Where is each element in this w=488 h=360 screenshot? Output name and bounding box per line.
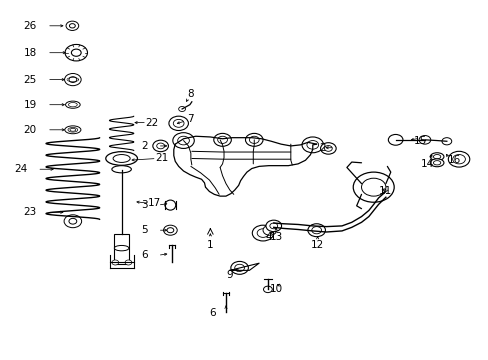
Text: 8: 8	[187, 89, 194, 99]
Circle shape	[173, 120, 183, 127]
Text: 15: 15	[412, 136, 426, 145]
Text: 25: 25	[23, 75, 37, 85]
Circle shape	[230, 261, 248, 274]
Circle shape	[387, 134, 402, 145]
Ellipse shape	[105, 152, 137, 165]
Circle shape	[245, 134, 263, 146]
Ellipse shape	[114, 246, 129, 251]
Circle shape	[178, 107, 185, 112]
Circle shape	[263, 225, 276, 235]
Text: 11: 11	[379, 186, 392, 196]
Circle shape	[125, 260, 132, 265]
Text: 12: 12	[310, 239, 324, 249]
Circle shape	[172, 133, 194, 148]
Text: 19: 19	[23, 100, 37, 110]
Ellipse shape	[429, 153, 443, 161]
Circle shape	[452, 154, 465, 164]
Text: 6: 6	[209, 308, 216, 318]
Circle shape	[441, 138, 451, 145]
Circle shape	[168, 116, 188, 131]
Circle shape	[265, 220, 281, 231]
Circle shape	[418, 135, 430, 144]
Ellipse shape	[432, 161, 440, 165]
Ellipse shape	[112, 166, 131, 173]
Text: 2: 2	[141, 141, 147, 151]
Circle shape	[263, 286, 272, 293]
Text: 1: 1	[206, 239, 213, 249]
Ellipse shape	[65, 126, 81, 134]
Circle shape	[361, 178, 385, 196]
Text: 26: 26	[23, 21, 37, 31]
Text: 13: 13	[269, 232, 282, 242]
Ellipse shape	[68, 127, 78, 132]
Text: 9: 9	[226, 270, 233, 280]
Text: 2: 2	[319, 143, 325, 153]
Circle shape	[307, 224, 325, 237]
Circle shape	[177, 136, 189, 145]
Circle shape	[234, 264, 244, 271]
Circle shape	[302, 137, 323, 153]
Circle shape	[153, 140, 168, 152]
Ellipse shape	[68, 103, 77, 107]
Ellipse shape	[164, 200, 175, 210]
Circle shape	[112, 260, 119, 265]
Circle shape	[213, 134, 231, 146]
Circle shape	[269, 223, 277, 229]
Circle shape	[311, 226, 321, 234]
Ellipse shape	[113, 154, 130, 162]
Text: 21: 21	[155, 153, 168, 163]
Circle shape	[217, 136, 227, 143]
Text: 4: 4	[265, 232, 272, 242]
Text: 17: 17	[147, 198, 161, 208]
Bar	[114, 234, 129, 264]
Circle shape	[352, 172, 393, 202]
Text: 3: 3	[141, 200, 147, 210]
Ellipse shape	[65, 101, 80, 108]
Text: 7: 7	[187, 114, 194, 124]
Text: 6: 6	[141, 250, 147, 260]
Ellipse shape	[432, 154, 440, 159]
Circle shape	[249, 136, 259, 143]
Circle shape	[324, 145, 331, 151]
Text: 22: 22	[145, 118, 158, 128]
Circle shape	[447, 151, 469, 167]
Text: 10: 10	[269, 284, 282, 294]
Text: 5: 5	[141, 225, 147, 235]
Text: 24: 24	[15, 164, 28, 174]
Circle shape	[320, 143, 335, 154]
Text: 14: 14	[420, 159, 433, 169]
Text: 23: 23	[23, 207, 37, 217]
Ellipse shape	[429, 159, 443, 167]
Circle shape	[306, 140, 318, 149]
Circle shape	[252, 225, 273, 241]
Text: 20: 20	[23, 125, 37, 135]
Text: 16: 16	[447, 155, 460, 165]
Circle shape	[157, 143, 164, 149]
Circle shape	[257, 229, 268, 237]
Text: 18: 18	[23, 48, 37, 58]
